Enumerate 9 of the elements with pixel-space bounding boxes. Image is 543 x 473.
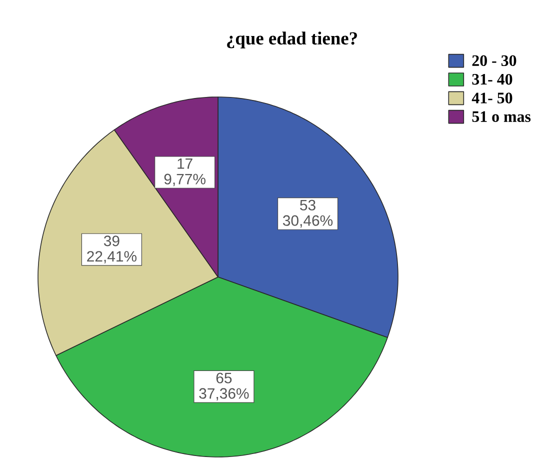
legend-label: 31- 40 <box>472 74 512 85</box>
data-label: 39 22,41% <box>87 236 136 264</box>
chart-title: ¿que edad tiene? <box>227 32 357 48</box>
data-label: 53 30,46% <box>282 200 333 228</box>
legend-label: 51 o mas <box>472 111 531 122</box>
data-label: 17 9,77% <box>164 158 206 186</box>
data-label: 65 37,36% <box>199 372 249 401</box>
legend-label: 20 - 30 <box>472 55 516 66</box>
legend-label: 41- 50 <box>472 92 512 104</box>
